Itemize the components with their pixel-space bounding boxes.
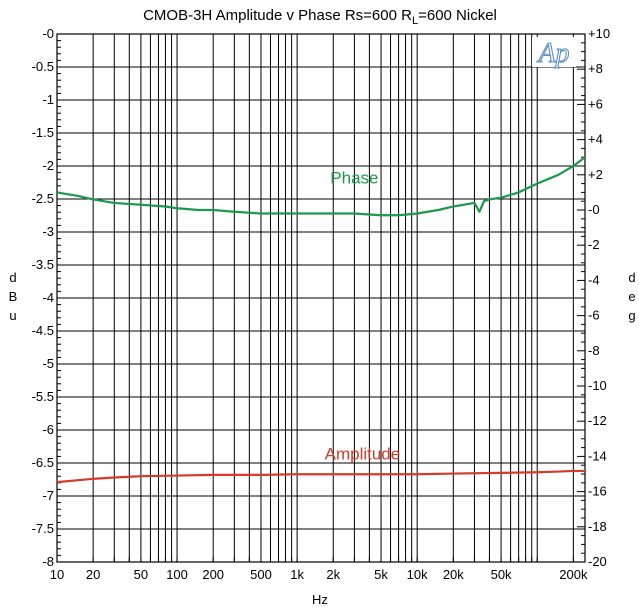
right-y-tick-label: -10 xyxy=(588,378,607,393)
left-y-tick-label: -8 xyxy=(42,554,54,569)
ap-logo: Ap xyxy=(532,37,576,70)
left-y-tick-label: -3.5 xyxy=(32,257,54,272)
x-tick-label: 100 xyxy=(166,567,188,582)
right-y-tick-label: -20 xyxy=(588,554,607,569)
left-y-tick-label: -4.5 xyxy=(32,323,54,338)
left-y-tick-label: -2 xyxy=(42,158,54,173)
x-tick-label: 10 xyxy=(50,567,64,582)
right-y-tick-label: -18 xyxy=(588,519,607,534)
title-main: CMOB-3H Amplitude v Phase Rs=600 R xyxy=(143,7,412,24)
right-y-tick-label: -8 xyxy=(588,343,600,358)
left-y-tick-label: -7 xyxy=(42,488,54,503)
left-axis-letter-3: u xyxy=(9,308,16,323)
right-y-tick-label: -14 xyxy=(588,448,607,463)
left-y-tick-label: -5.5 xyxy=(32,389,54,404)
x-tick-label: 200 xyxy=(202,567,224,582)
x-axis-label: Hz xyxy=(312,592,328,607)
left-y-tick-label: -0.5 xyxy=(32,59,54,74)
left-y-tick-label: -4 xyxy=(42,290,54,305)
right-y-tick-label: +6 xyxy=(588,96,603,111)
right-axis-letter-2: e xyxy=(628,289,635,304)
left-y-tick-label: -7.5 xyxy=(32,521,54,536)
title-end: =600 Nickel xyxy=(418,7,497,24)
left-y-tick-label: -5 xyxy=(42,356,54,371)
right-y-tick-label: +10 xyxy=(588,26,610,41)
series-line-phase xyxy=(56,156,586,217)
chart-title: CMOB-3H Amplitude v Phase Rs=600 RL=600 … xyxy=(143,7,497,27)
x-tick-label: 5k xyxy=(374,567,388,582)
series-line-amplitude xyxy=(56,469,585,484)
title-subscript: L xyxy=(412,15,418,27)
right-y-tick-label: -16 xyxy=(588,484,607,499)
x-tick-label: 20k xyxy=(443,567,464,582)
x-tick-label: 10k xyxy=(407,567,428,582)
x-tick-label: 500 xyxy=(250,567,272,582)
right-y-tick-label: -4 xyxy=(588,272,600,287)
series-label-phase: Phase xyxy=(330,169,378,188)
left-axis-letter-2: B xyxy=(9,289,18,304)
x-tick-label: 50 xyxy=(134,567,148,582)
ap-logo-text: Ap xyxy=(536,38,569,69)
series-label-amplitude: Amplitude xyxy=(325,445,401,464)
right-axis-letter-3: g xyxy=(628,308,635,323)
right-y-tick-label: -6 xyxy=(588,308,600,323)
x-tick-label: 50k xyxy=(491,567,512,582)
left-y-tick-label: -1.5 xyxy=(32,125,54,140)
x-tick-label: 1k xyxy=(290,567,304,582)
left-y-tick-label: -6.5 xyxy=(32,455,54,470)
x-tick-label: 2k xyxy=(326,567,340,582)
right-y-tick-label: +8 xyxy=(588,61,603,76)
right-y-tick-label: -0 xyxy=(588,202,600,217)
series-group: Phase Amplitude xyxy=(56,156,586,484)
right-y-tick-label: -12 xyxy=(588,413,607,428)
x-tick-label: 20 xyxy=(86,567,100,582)
left-y-tick-label: -2.5 xyxy=(32,191,54,206)
tick-marks xyxy=(57,40,585,562)
left-axis-letter-1: d xyxy=(9,270,16,285)
tick-labels: 10 20 50 100 200 500 1k 2k 5k 10k 20k 50k 200k -0 -0.5… xyxy=(32,26,610,582)
right-y-tick-label: +4 xyxy=(588,132,603,147)
left-y-tick-label: -0 xyxy=(42,26,54,41)
right-axis-letter-1: d xyxy=(628,270,635,285)
left-y-tick-label: -3 xyxy=(42,224,54,239)
left-y-tick-label: -6 xyxy=(42,422,54,437)
right-y-tick-label: -2 xyxy=(588,237,600,252)
left-y-tick-label: -1 xyxy=(42,92,54,107)
right-y-tick-label: +2 xyxy=(588,167,603,182)
x-tick-label: 200k xyxy=(559,567,588,582)
